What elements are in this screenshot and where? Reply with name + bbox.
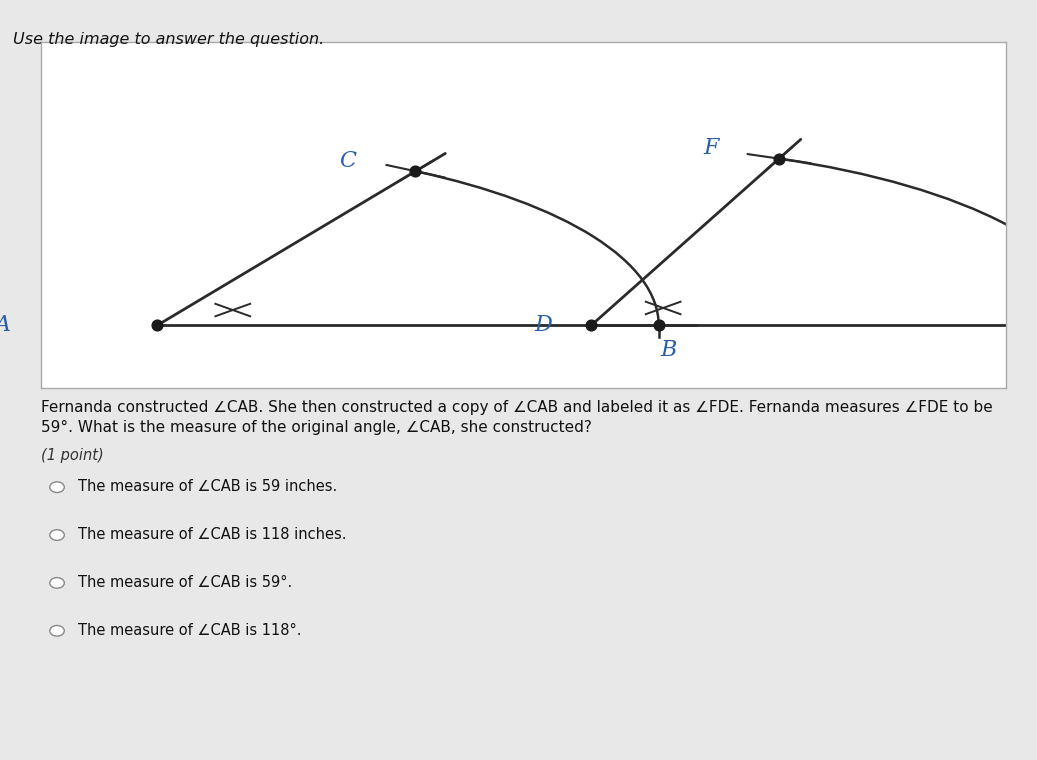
Text: F: F: [704, 138, 720, 160]
Point: [583, 319, 599, 331]
Text: B: B: [661, 338, 676, 360]
Text: A: A: [0, 315, 11, 337]
Text: The measure of ∠CAB is 118 inches.: The measure of ∠CAB is 118 inches.: [78, 527, 346, 542]
Point: [650, 319, 667, 331]
Point: [149, 319, 166, 331]
Text: D: D: [534, 315, 552, 337]
Point: [770, 153, 787, 165]
Text: The measure of ∠CAB is 59 inches.: The measure of ∠CAB is 59 inches.: [78, 479, 337, 494]
Text: C: C: [339, 150, 357, 172]
Text: The measure of ∠CAB is 59°.: The measure of ∠CAB is 59°.: [78, 575, 292, 590]
Text: The measure of ∠CAB is 118°.: The measure of ∠CAB is 118°.: [78, 622, 302, 638]
Text: 59°. What is the measure of the original angle, ∠CAB, she constructed?: 59°. What is the measure of the original…: [41, 420, 592, 435]
Point: [408, 165, 424, 177]
Text: (1 point): (1 point): [41, 448, 105, 464]
Text: Use the image to answer the question.: Use the image to answer the question.: [13, 32, 325, 47]
Text: Fernanda constructed ∠CAB. She then constructed a copy of ∠CAB and labeled it as: Fernanda constructed ∠CAB. She then cons…: [41, 400, 993, 415]
